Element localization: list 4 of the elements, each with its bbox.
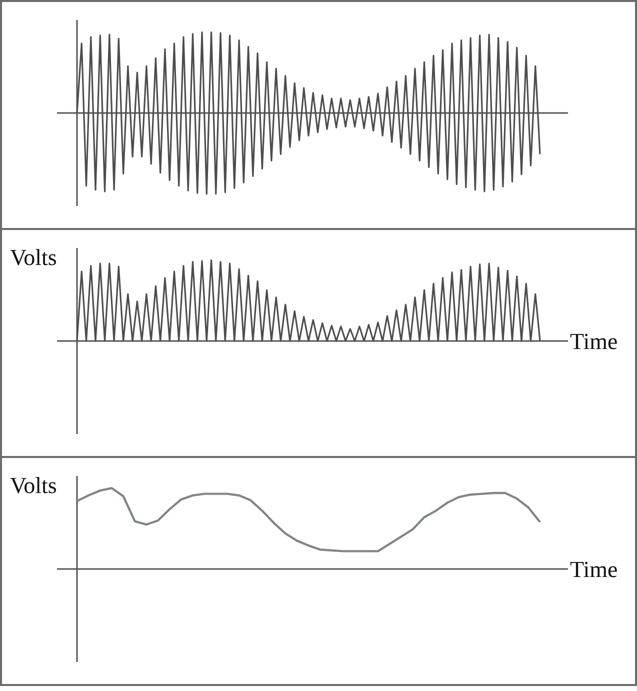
y-axis-title: Volts bbox=[10, 473, 57, 498]
x-axis-title: Time bbox=[570, 557, 618, 582]
x-axis-title: Time bbox=[570, 329, 618, 354]
y-axis-title: Volts bbox=[10, 245, 57, 270]
